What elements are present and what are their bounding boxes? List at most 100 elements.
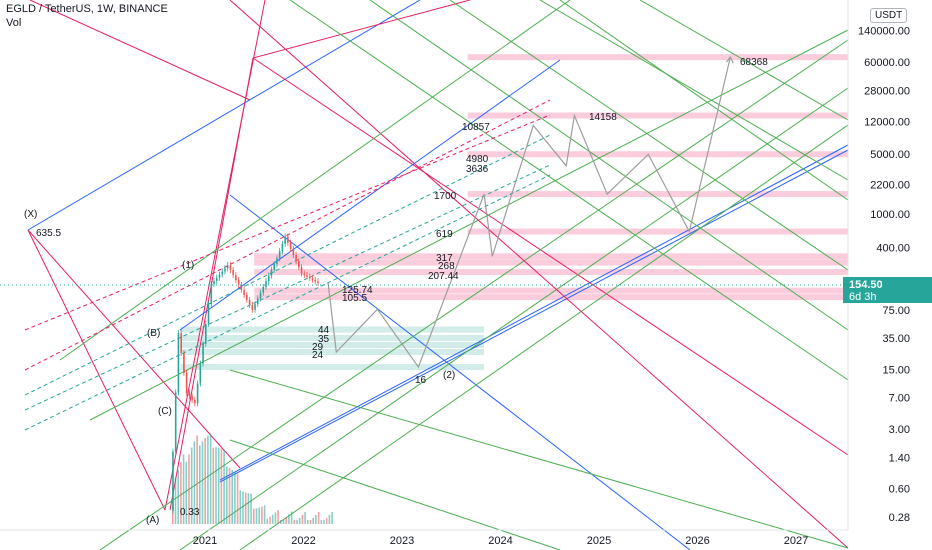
candle-body — [284, 236, 286, 244]
pitchfork-line — [29, 0, 251, 101]
pitchfork-line — [229, 0, 849, 549]
projected-wave-path — [327, 57, 731, 369]
channel-dashed-line — [24, 164, 551, 411]
time-tick-label: 2021 — [193, 535, 217, 547]
level-label: 1700 — [434, 191, 457, 202]
pitchfork-line — [27, 0, 421, 231]
price-tick-label: 5000.00 — [870, 149, 910, 161]
candle-body — [207, 303, 210, 324]
wave-label: (C) — [158, 406, 172, 417]
candle-body — [267, 275, 270, 282]
volume-bar — [236, 473, 239, 524]
current-price-value: 154.50 — [849, 279, 883, 291]
price-tick-label: 60000.00 — [864, 57, 910, 69]
candle-body — [172, 451, 174, 511]
pitchfork-line — [369, 0, 849, 331]
volume-bar — [209, 433, 212, 524]
volume-bar — [177, 469, 179, 524]
support-zone — [180, 326, 485, 333]
chart-header: EGLD / TetherUS, 1W, BINANCE Vol — [6, 3, 168, 29]
volume-bar — [228, 468, 231, 524]
current-price-badge: 154.50 6d 3h — [843, 277, 932, 303]
candle-body — [232, 270, 234, 276]
wave-label: (A) — [146, 515, 159, 526]
volume-bar — [253, 508, 255, 524]
price-tick-label: 1.40 — [889, 452, 910, 464]
volume-bar — [223, 449, 225, 524]
level-label: 635.5 — [36, 228, 61, 239]
volume-bar — [204, 438, 206, 524]
pitchfork-line — [449, 0, 849, 271]
volume-bar — [290, 511, 293, 524]
time-tick-label: 2025 — [587, 535, 611, 547]
candle-body — [281, 243, 284, 252]
level-label: 10857 — [462, 122, 490, 133]
time-tick-label: 2026 — [685, 535, 709, 547]
candle-body — [295, 255, 297, 262]
pitchfork-line — [219, 144, 849, 481]
candle-layer — [172, 233, 319, 514]
candle-body — [177, 333, 180, 393]
time-tick-label: 2023 — [390, 535, 414, 547]
price-tick-label: 400.00 — [876, 243, 910, 255]
level-label: 16 — [415, 375, 427, 386]
currency-tag[interactable]: USDT — [870, 8, 908, 23]
volume-bar — [242, 491, 244, 524]
candle-body — [174, 392, 177, 452]
volume-bar — [325, 517, 328, 524]
resistance-zone — [254, 287, 848, 294]
volume-bar — [250, 493, 252, 524]
pitchfork-line — [252, 57, 849, 456]
volume-bar — [307, 520, 309, 524]
price-tick-label: 12000.00 — [864, 117, 910, 129]
pitchfork-line — [639, 0, 849, 121]
candle-body — [185, 372, 188, 393]
pitchfork-line — [27, 229, 166, 511]
volume-bar — [234, 471, 236, 524]
candle-body — [202, 343, 204, 364]
candle-body — [262, 286, 265, 293]
candle-body — [215, 277, 218, 281]
candle-body — [188, 392, 191, 397]
channel-dashed-line — [24, 174, 551, 431]
candle-body — [292, 248, 295, 256]
volume-bar — [180, 462, 182, 524]
candle-body — [196, 383, 199, 404]
candle-body — [256, 298, 259, 305]
candle-body — [298, 261, 300, 268]
time-tick-label: 2024 — [488, 535, 512, 547]
volume-bar — [244, 492, 247, 524]
volume-bar — [269, 516, 271, 524]
volume-bar — [271, 514, 274, 524]
level-label: 317 — [436, 253, 453, 264]
volume-bar — [288, 514, 290, 524]
candle-body — [289, 242, 292, 249]
candle-body — [210, 284, 213, 304]
support-zone — [180, 341, 485, 348]
volume-bar — [212, 447, 215, 524]
volume-bar — [320, 520, 323, 524]
candle-body — [229, 265, 232, 271]
candle-body — [273, 264, 276, 270]
candle-body — [311, 278, 314, 280]
resistance-zone — [254, 294, 848, 301]
support-zone — [180, 349, 485, 356]
candle-body — [213, 280, 215, 285]
level-label: 35 — [318, 334, 330, 345]
level-label: 268 — [438, 261, 455, 272]
volume-bar — [323, 520, 325, 524]
volume-indicator-label: Vol — [6, 17, 22, 29]
pitchfork-line — [229, 194, 691, 550]
volume-bar — [280, 520, 282, 524]
support-zone — [180, 335, 485, 342]
resistance-zone — [467, 54, 848, 61]
volume-bar — [196, 435, 198, 524]
resistance-zone — [467, 191, 848, 198]
volume-bar — [217, 447, 220, 524]
volume-bar — [185, 461, 188, 524]
volume-bar — [215, 447, 217, 524]
volume-bar — [331, 511, 333, 524]
time-tick-label: 2022 — [291, 535, 315, 547]
volume-bar — [296, 520, 298, 524]
